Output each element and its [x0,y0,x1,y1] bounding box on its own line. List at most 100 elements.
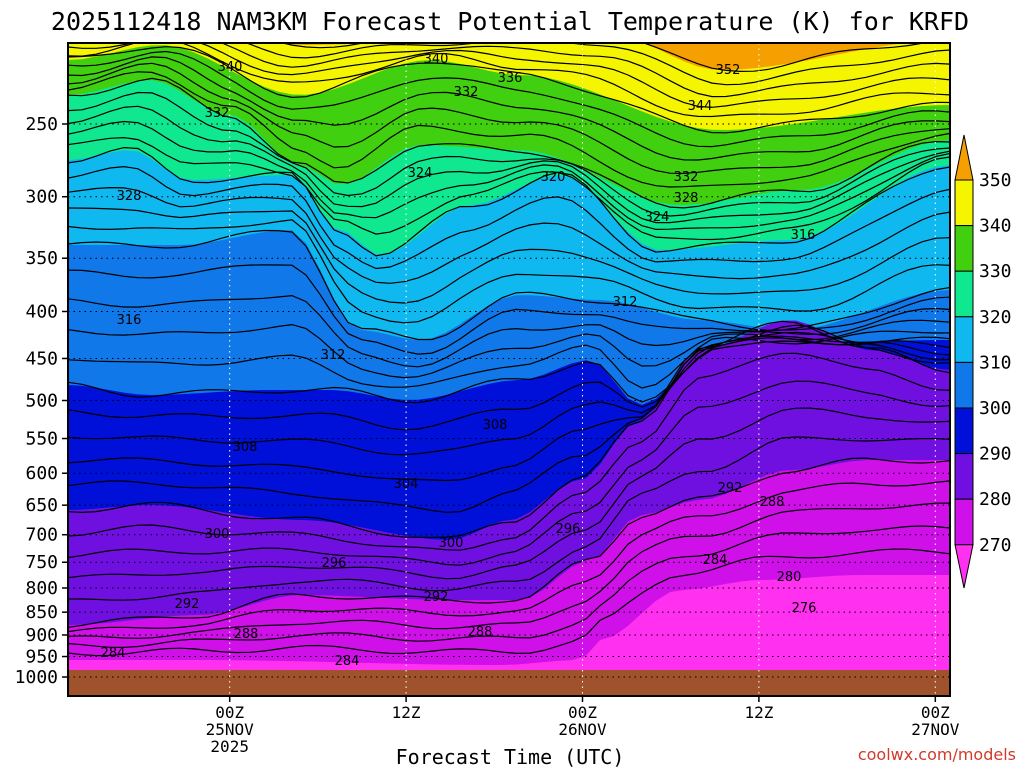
contour-label: 300 [205,527,230,542]
contour-line [68,548,950,657]
contour-label: 288 [468,625,493,640]
contour-line [68,207,950,304]
temperature-bands [68,43,950,696]
contour-line [68,337,950,431]
contour-line [68,436,950,601]
contour-line [68,480,950,633]
y-tick-label: 550 [25,429,58,450]
contour-line [280,43,928,73]
contour-line [68,229,950,341]
x-tick-label: 12Z [392,703,421,722]
contour-line [68,335,950,456]
contour-label: 340 [424,52,449,67]
x-axis-label: Forecast Time (UTC) [396,745,625,768]
x-tick-label: 2025 [210,737,249,756]
contour-label: 352 [716,63,741,78]
contour-label: 284 [335,654,360,669]
colorbar-segment [954,179,974,227]
contour-line [68,324,950,513]
contour-labels: 340 340 336 352 332 332 344 324 332 328 320 328 324 3… [101,52,817,669]
colorbar-tick-label: 330 [979,261,1012,282]
y-tick-label: 950 [25,647,58,668]
contour-label: 328 [117,189,142,204]
y-tick-label: 650 [25,495,58,516]
contour-label: 284 [101,646,126,661]
x-tick-label: 27NOV [911,720,960,739]
y-tick-label: 750 [25,552,58,573]
x-tick-label: 26NOV [558,720,607,739]
pressure-gridlines [68,123,950,678]
contour-line [68,330,950,389]
contour-line [68,105,950,224]
colorbar-segment [954,225,974,272]
contour-label: 300 [439,536,464,551]
contour-label: 344 [688,99,713,114]
y-tick-label: 1000 [15,667,58,688]
plot-area: 340 340 336 352 332 332 344 324 332 328 320 328 324 3… [68,43,950,696]
y-tick-label: 450 [25,348,58,369]
colorbar-tick-label: 320 [979,307,1012,328]
colorbar-tick-label: 270 [979,535,1012,556]
contour-line [68,380,950,566]
contour-label: 324 [645,210,670,225]
contour-label: 288 [234,627,259,642]
y-tick-label: 850 [25,602,58,623]
colorbar-segment [954,498,974,546]
contour-label: 332 [205,106,230,121]
y-tick-label: 700 [25,525,58,546]
contour-line [68,336,950,404]
colorbar-segment [954,407,974,455]
y-tick-label: 400 [25,301,58,322]
plot-frame [67,42,951,697]
contour-label: 276 [792,601,817,616]
contour-line [68,264,950,355]
x-tick-label: 25NOV [206,720,255,739]
x-tick-label: 00Z [215,703,244,722]
colorbar-segment [954,453,974,500]
colorbar-segment [954,270,974,318]
contour-line [68,50,950,148]
contour-label: 320 [541,170,566,185]
contour-label: 292 [175,597,200,612]
contour-line [68,165,950,270]
contour-line [68,71,950,188]
contour-label: 308 [233,440,258,455]
x-tick-label: 00Z [921,703,950,722]
x-tick-label: 00Z [568,703,597,722]
contour-line [68,186,950,284]
contour-line [68,525,950,649]
contour-line [68,56,950,161]
contour-line [68,136,950,241]
contour-line [68,62,950,175]
band-260 [68,575,950,696]
contour-label: 312 [613,295,638,310]
contour-label: 288 [760,495,785,510]
chart-title: 2025112418 NAM3KM Forecast Potential Tem… [51,7,969,36]
contour-line [68,46,950,134]
y-tick-label: 600 [25,463,58,484]
contour-lines [68,43,950,657]
colorbar-segment [954,361,974,409]
credit-text: coolwx.com/models [858,745,1016,764]
contour-line [68,294,950,368]
y-tick-label: 300 [25,187,58,208]
colorbar-tick-label: 340 [979,216,1012,237]
contour-label: 296 [556,522,581,537]
contour-label: 332 [674,170,699,185]
contour-label: 292 [718,481,743,496]
contour-line [68,43,950,118]
y-axis: 2503003504004505005506006507007508008509… [15,114,68,688]
y-tick-label: 250 [25,114,58,135]
colorbar-tick-label: 310 [979,352,1012,373]
contour-line [68,91,950,217]
contour-line [68,219,950,324]
contour-line [219,43,950,98]
colorbar-top-arrow [954,134,974,181]
contour-label: 280 [777,570,802,585]
contour-label: 292 [424,590,449,605]
ground-terrain [68,670,950,696]
contour-line [244,43,950,86]
contour-label: 296 [322,556,347,571]
contour-label: 336 [498,71,523,86]
